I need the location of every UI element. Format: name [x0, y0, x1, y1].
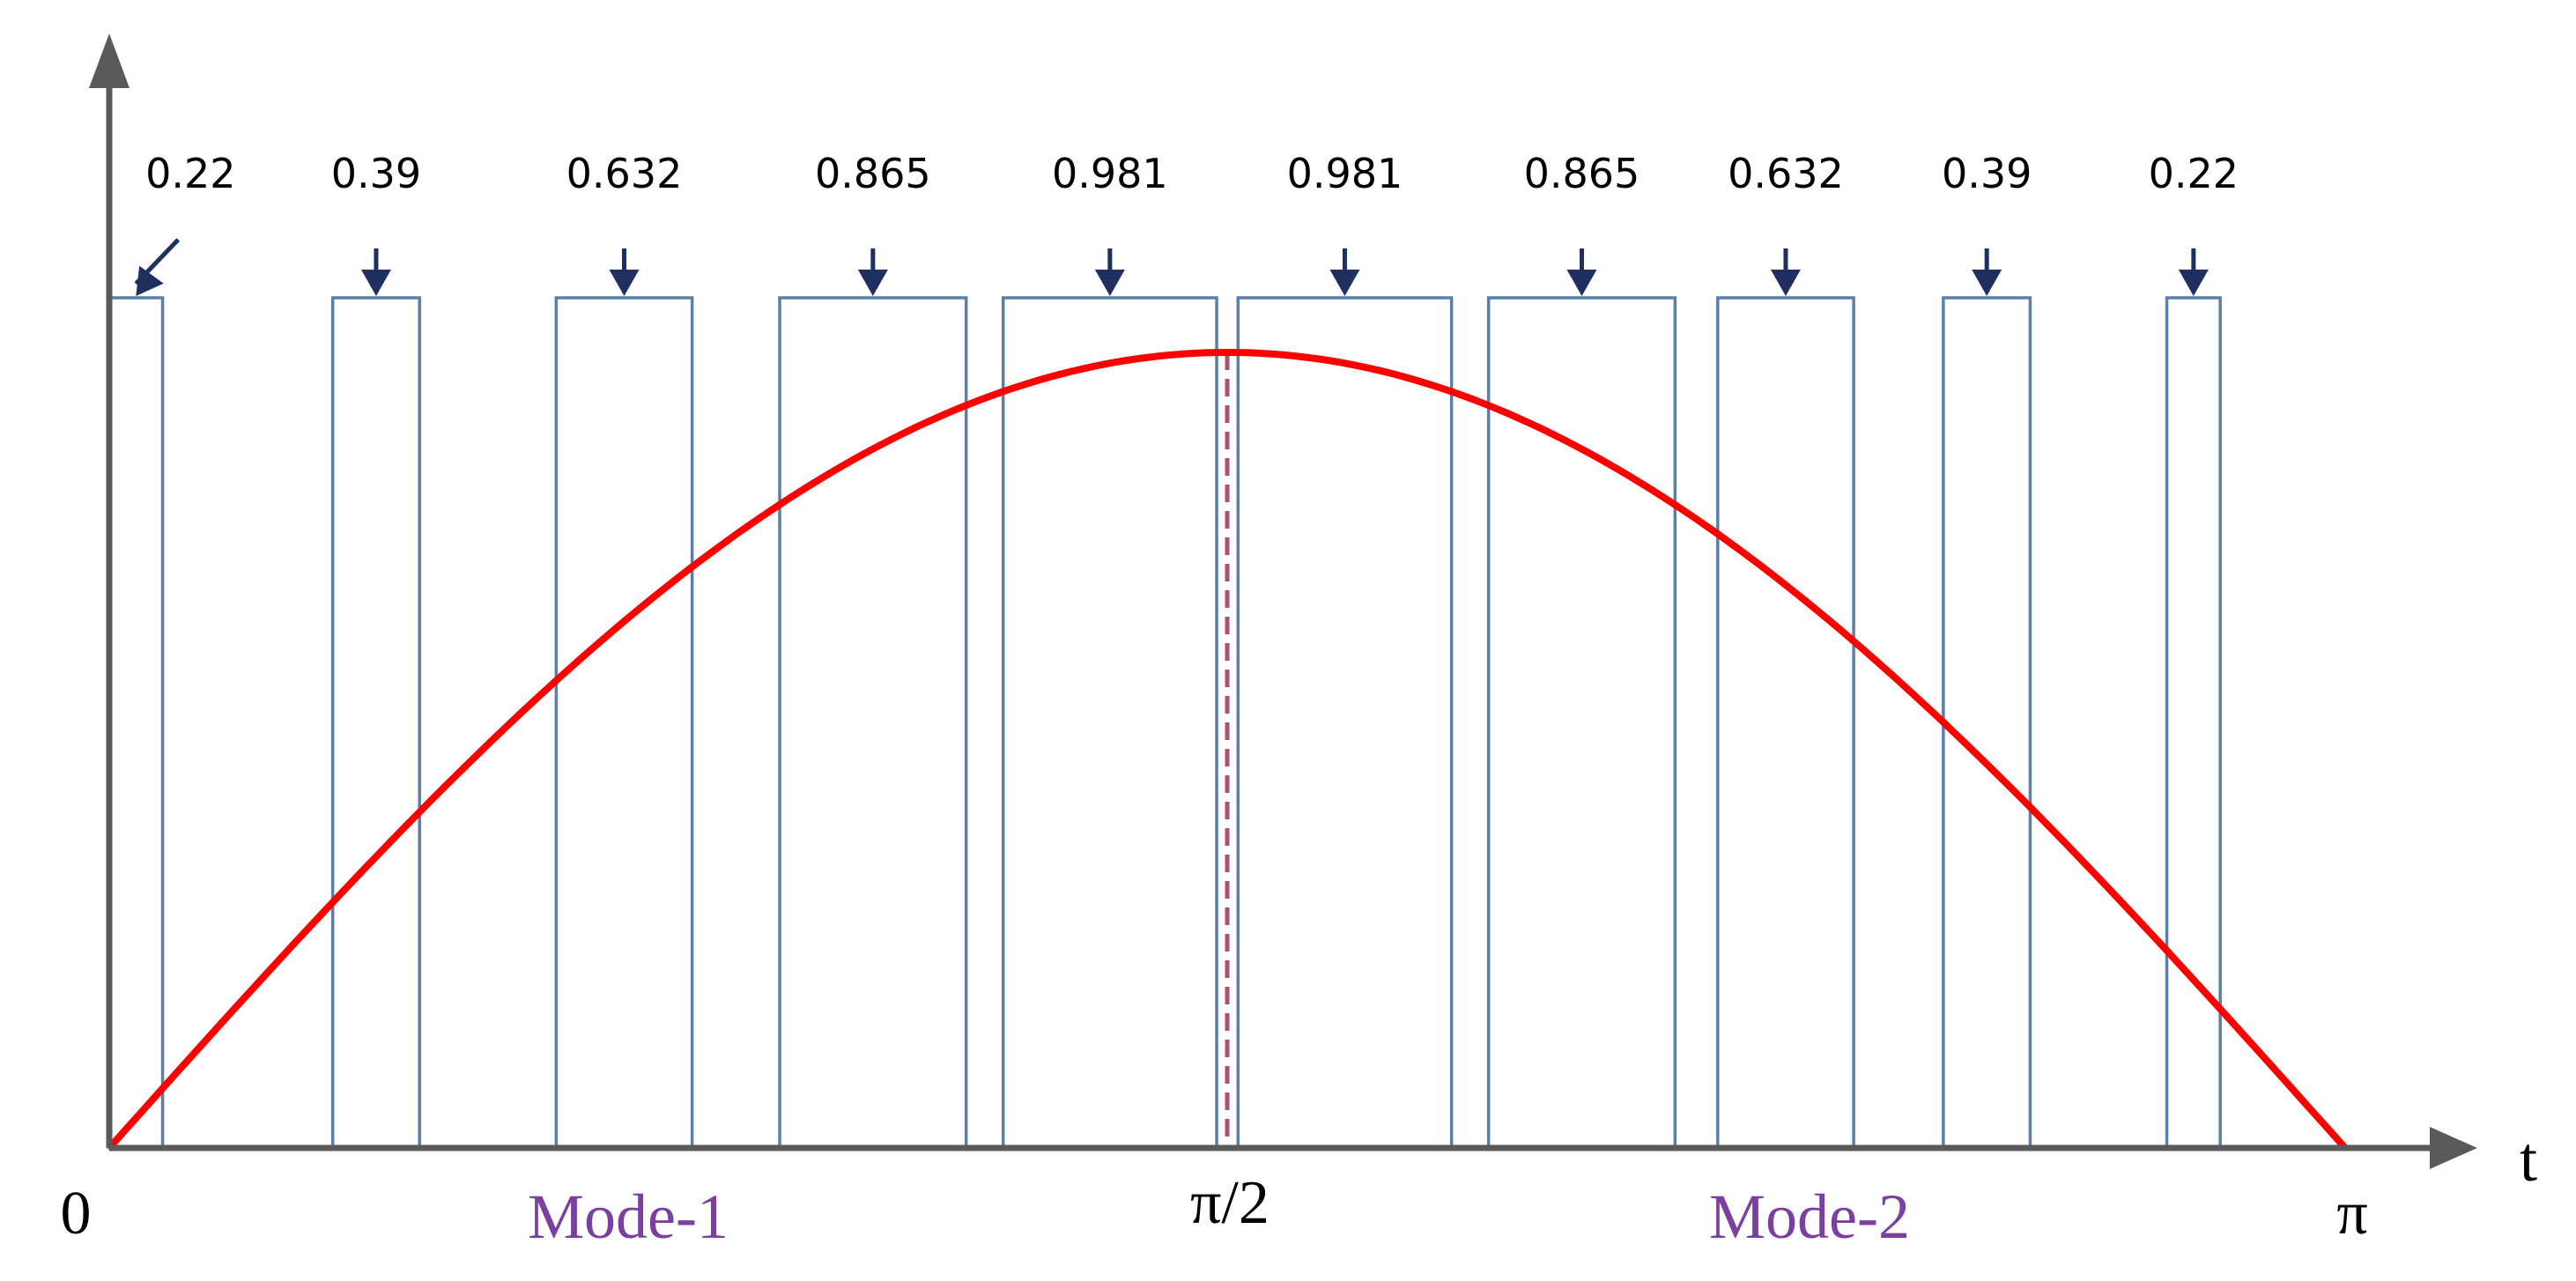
duty-label-2: 0.39: [331, 150, 421, 197]
pulse-arrowhead-6: [1329, 270, 1360, 296]
pulse-arrowhead-3: [609, 270, 640, 296]
x-tick-label-end: π: [2336, 1180, 2367, 1248]
arrow-group: [134, 238, 2209, 296]
duty-label-9: 0.39: [1942, 150, 2032, 197]
duty-label-1: 0.22: [145, 150, 235, 197]
pulse-bar-9: [1942, 296, 2032, 1150]
pulse-bar-5: [1001, 296, 1218, 1150]
pulse-arrowhead-5: [1094, 270, 1125, 296]
pulse-arrowhead-7: [1566, 270, 1597, 296]
x-tick-label-half: π/2: [1190, 1169, 1269, 1237]
pulse-bar-2: [330, 296, 421, 1150]
duty-label-10: 0.22: [2149, 150, 2239, 197]
sine-curve: [107, 348, 2348, 1151]
pulse-bar-7: [1486, 296, 1677, 1150]
mode-2-label: Mode-2: [1709, 1181, 1910, 1252]
pulse-arrowhead-4: [857, 270, 888, 296]
pulse-bar-6: [1236, 296, 1454, 1150]
x-tick-label-zero: 0: [61, 1180, 92, 1248]
pulse-group: [107, 296, 2222, 1150]
duty-label-group: 0.22 0.39 0.632 0.865 0.981 0.981 0.865 0.632 0.…: [145, 150, 2239, 197]
pulse-arrowhead-8: [1770, 270, 1801, 296]
duty-label-6: 0.981: [1287, 150, 1403, 197]
pulse-arrowhead-2: [360, 270, 391, 296]
pulse-bar-1: [107, 296, 165, 1150]
duty-label-4: 0.865: [815, 150, 931, 197]
duty-label-5: 0.981: [1052, 150, 1168, 197]
pulse-bar-10: [2165, 296, 2222, 1150]
pulse-arrowhead-1: [136, 265, 164, 296]
x-axis-arrowhead: [2430, 1127, 2477, 1169]
pulse-arrowhead-10: [2178, 270, 2209, 296]
x-axis-label: t: [2520, 1124, 2537, 1195]
pulse-bar-3: [554, 296, 694, 1150]
duty-label-3: 0.632: [566, 150, 683, 197]
pulse-bar-8: [1716, 296, 1855, 1150]
duty-label-8: 0.632: [1728, 150, 1844, 197]
y-axis-arrowhead: [89, 33, 130, 88]
duty-label-7: 0.865: [1524, 150, 1640, 197]
pulse-arrowhead-9: [1972, 270, 2002, 296]
mode-1-label: Mode-1: [528, 1181, 729, 1252]
pulse-bar-4: [778, 296, 968, 1150]
